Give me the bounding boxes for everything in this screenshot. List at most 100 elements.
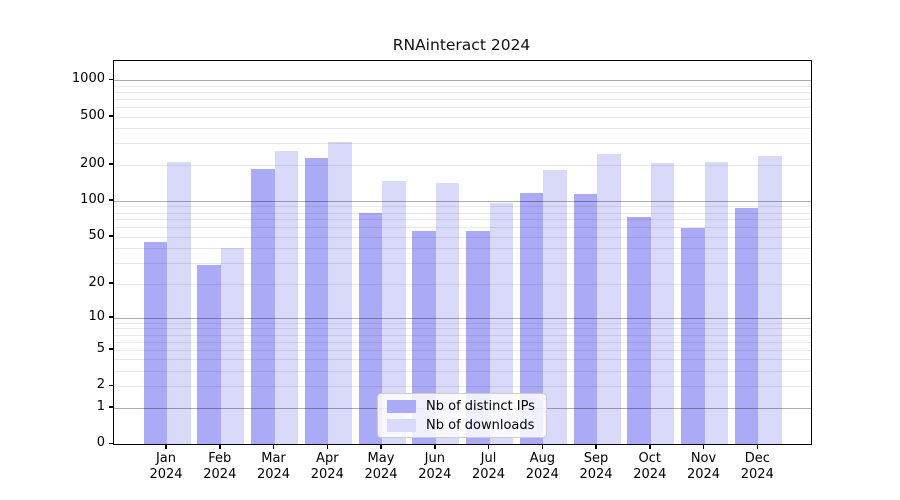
bar-downloads-jun	[435, 183, 460, 444]
y-tick-mark	[109, 348, 113, 350]
y-tick-label-200: 200	[80, 155, 105, 171]
y-tick-label-1000: 1000	[71, 71, 105, 86]
x-tick-label-feb: Feb 2024	[203, 451, 237, 482]
gridline-900	[114, 85, 811, 87]
x-tick-label-jul: Jul 2024	[471, 451, 506, 482]
gridline-400	[114, 128, 811, 130]
gridline-100	[114, 200, 811, 202]
bar-downloads-aug	[543, 170, 567, 444]
y-tick-mark	[109, 442, 113, 444]
bar-downloads-jan	[167, 162, 191, 444]
gridline-40	[114, 248, 811, 250]
gridline-5	[114, 349, 811, 351]
y-tick-label-50: 50	[88, 227, 105, 243]
legend-label-downloads: Nb of downloads	[426, 417, 535, 433]
gridline-2	[114, 386, 811, 388]
bar-ips-apr	[304, 157, 329, 444]
y-tick-label-20: 20	[88, 274, 105, 290]
y-tick-label-2: 2	[96, 377, 105, 393]
gridline-600	[114, 106, 811, 108]
gridline-70	[114, 219, 811, 221]
bar-downloads-nov	[704, 161, 728, 444]
legend-swatch-distinct-ips	[387, 399, 416, 413]
gridline-500	[114, 116, 811, 118]
x-tick-mark	[649, 445, 651, 449]
legend-row-distinct-ips: Nb of distinct IPs	[387, 399, 536, 414]
gridline-50	[114, 236, 811, 238]
x-tick-label-dec: Dec 2024	[740, 451, 774, 482]
plot-area	[113, 60, 812, 445]
y-tick-label-1: 1	[96, 398, 105, 414]
x-tick-label-sep: Sep 2024	[579, 451, 613, 482]
y-tick-label-0: 0	[96, 435, 105, 450]
gridline-300	[114, 143, 811, 145]
gridline-700	[114, 98, 811, 100]
x-tick-label-nov: Nov 2024	[686, 451, 721, 482]
bar-downloads-dec	[758, 156, 782, 444]
y-tick-label-5: 5	[96, 340, 105, 356]
x-tick-mark	[380, 445, 382, 449]
y-tick-label-500: 500	[80, 107, 105, 123]
bar-ips-jul	[466, 231, 490, 444]
bar-downloads-oct	[650, 163, 675, 444]
y-tick-mark	[109, 199, 113, 201]
bar-ips-dec	[734, 208, 759, 444]
gridline-90	[114, 206, 811, 208]
chart-title: RNAinteract 2024	[392, 36, 531, 54]
gridline-60	[114, 227, 811, 229]
legend: Nb of distinct IPs Nb of downloads	[377, 393, 547, 438]
gridline-1000	[114, 80, 811, 81]
gridline-200	[114, 164, 811, 166]
legend-label-distinct-ips: Nb of distinct IPs	[426, 398, 535, 414]
bar-downloads-feb	[220, 248, 245, 444]
gridline-80	[114, 212, 811, 214]
x-tick-label-mar: Mar 2024	[256, 451, 291, 482]
y-tick-label-10: 10	[88, 308, 105, 324]
bar-ips-jan	[143, 242, 167, 444]
bar-downloads-may	[382, 181, 406, 444]
x-tick-mark	[165, 445, 167, 449]
gridline-3	[114, 371, 811, 372]
bar-ips-aug	[519, 193, 544, 444]
y-tick-label-100: 100	[80, 191, 105, 207]
x-tick-mark	[702, 445, 705, 449]
x-tick-label-jun: Jun 2024	[418, 451, 452, 482]
gridline-4	[114, 359, 811, 361]
bar-ips-feb	[197, 264, 221, 444]
gridline-30	[114, 263, 811, 265]
bar-ips-nov	[681, 228, 705, 444]
x-tick-mark	[272, 445, 275, 449]
gridline-6	[114, 341, 811, 343]
x-tick-label-jan: Jan 2024	[149, 451, 183, 482]
bar-ips-jun	[412, 231, 436, 444]
x-tick-mark	[326, 445, 328, 449]
x-tick-label-apr: Apr 2024	[310, 451, 344, 482]
x-tick-mark	[219, 445, 221, 449]
y-tick-mark	[109, 316, 113, 318]
gridline-800	[114, 91, 811, 93]
legend-row-downloads: Nb of downloads	[387, 418, 536, 433]
bar-downloads-mar	[274, 151, 298, 444]
bar-downloads-apr	[328, 141, 352, 444]
x-tick-mark	[756, 445, 758, 449]
bar-ips-mar	[251, 168, 275, 444]
y-tick-mark	[109, 163, 113, 165]
gridline-10	[114, 317, 811, 319]
x-tick-mark	[595, 445, 597, 449]
bar-ips-sep	[573, 193, 597, 444]
x-tick-mark	[541, 445, 543, 449]
bar-downloads-sep	[597, 153, 621, 444]
legend-swatch-downloads	[387, 418, 416, 432]
y-tick-mark	[109, 384, 113, 387]
y-tick-mark	[109, 235, 113, 237]
gridline-20	[114, 283, 811, 285]
x-tick-label-oct: Oct 2024	[633, 451, 667, 482]
bar-downloads-jul	[489, 203, 513, 444]
x-tick-label-aug: Aug 2024	[525, 451, 559, 482]
y-tick-mark	[109, 78, 113, 80]
bar-ips-may	[358, 212, 382, 444]
bar-ips-oct	[627, 216, 651, 444]
x-tick-label-may: May 2024	[364, 451, 398, 482]
gridline-8	[114, 328, 811, 330]
